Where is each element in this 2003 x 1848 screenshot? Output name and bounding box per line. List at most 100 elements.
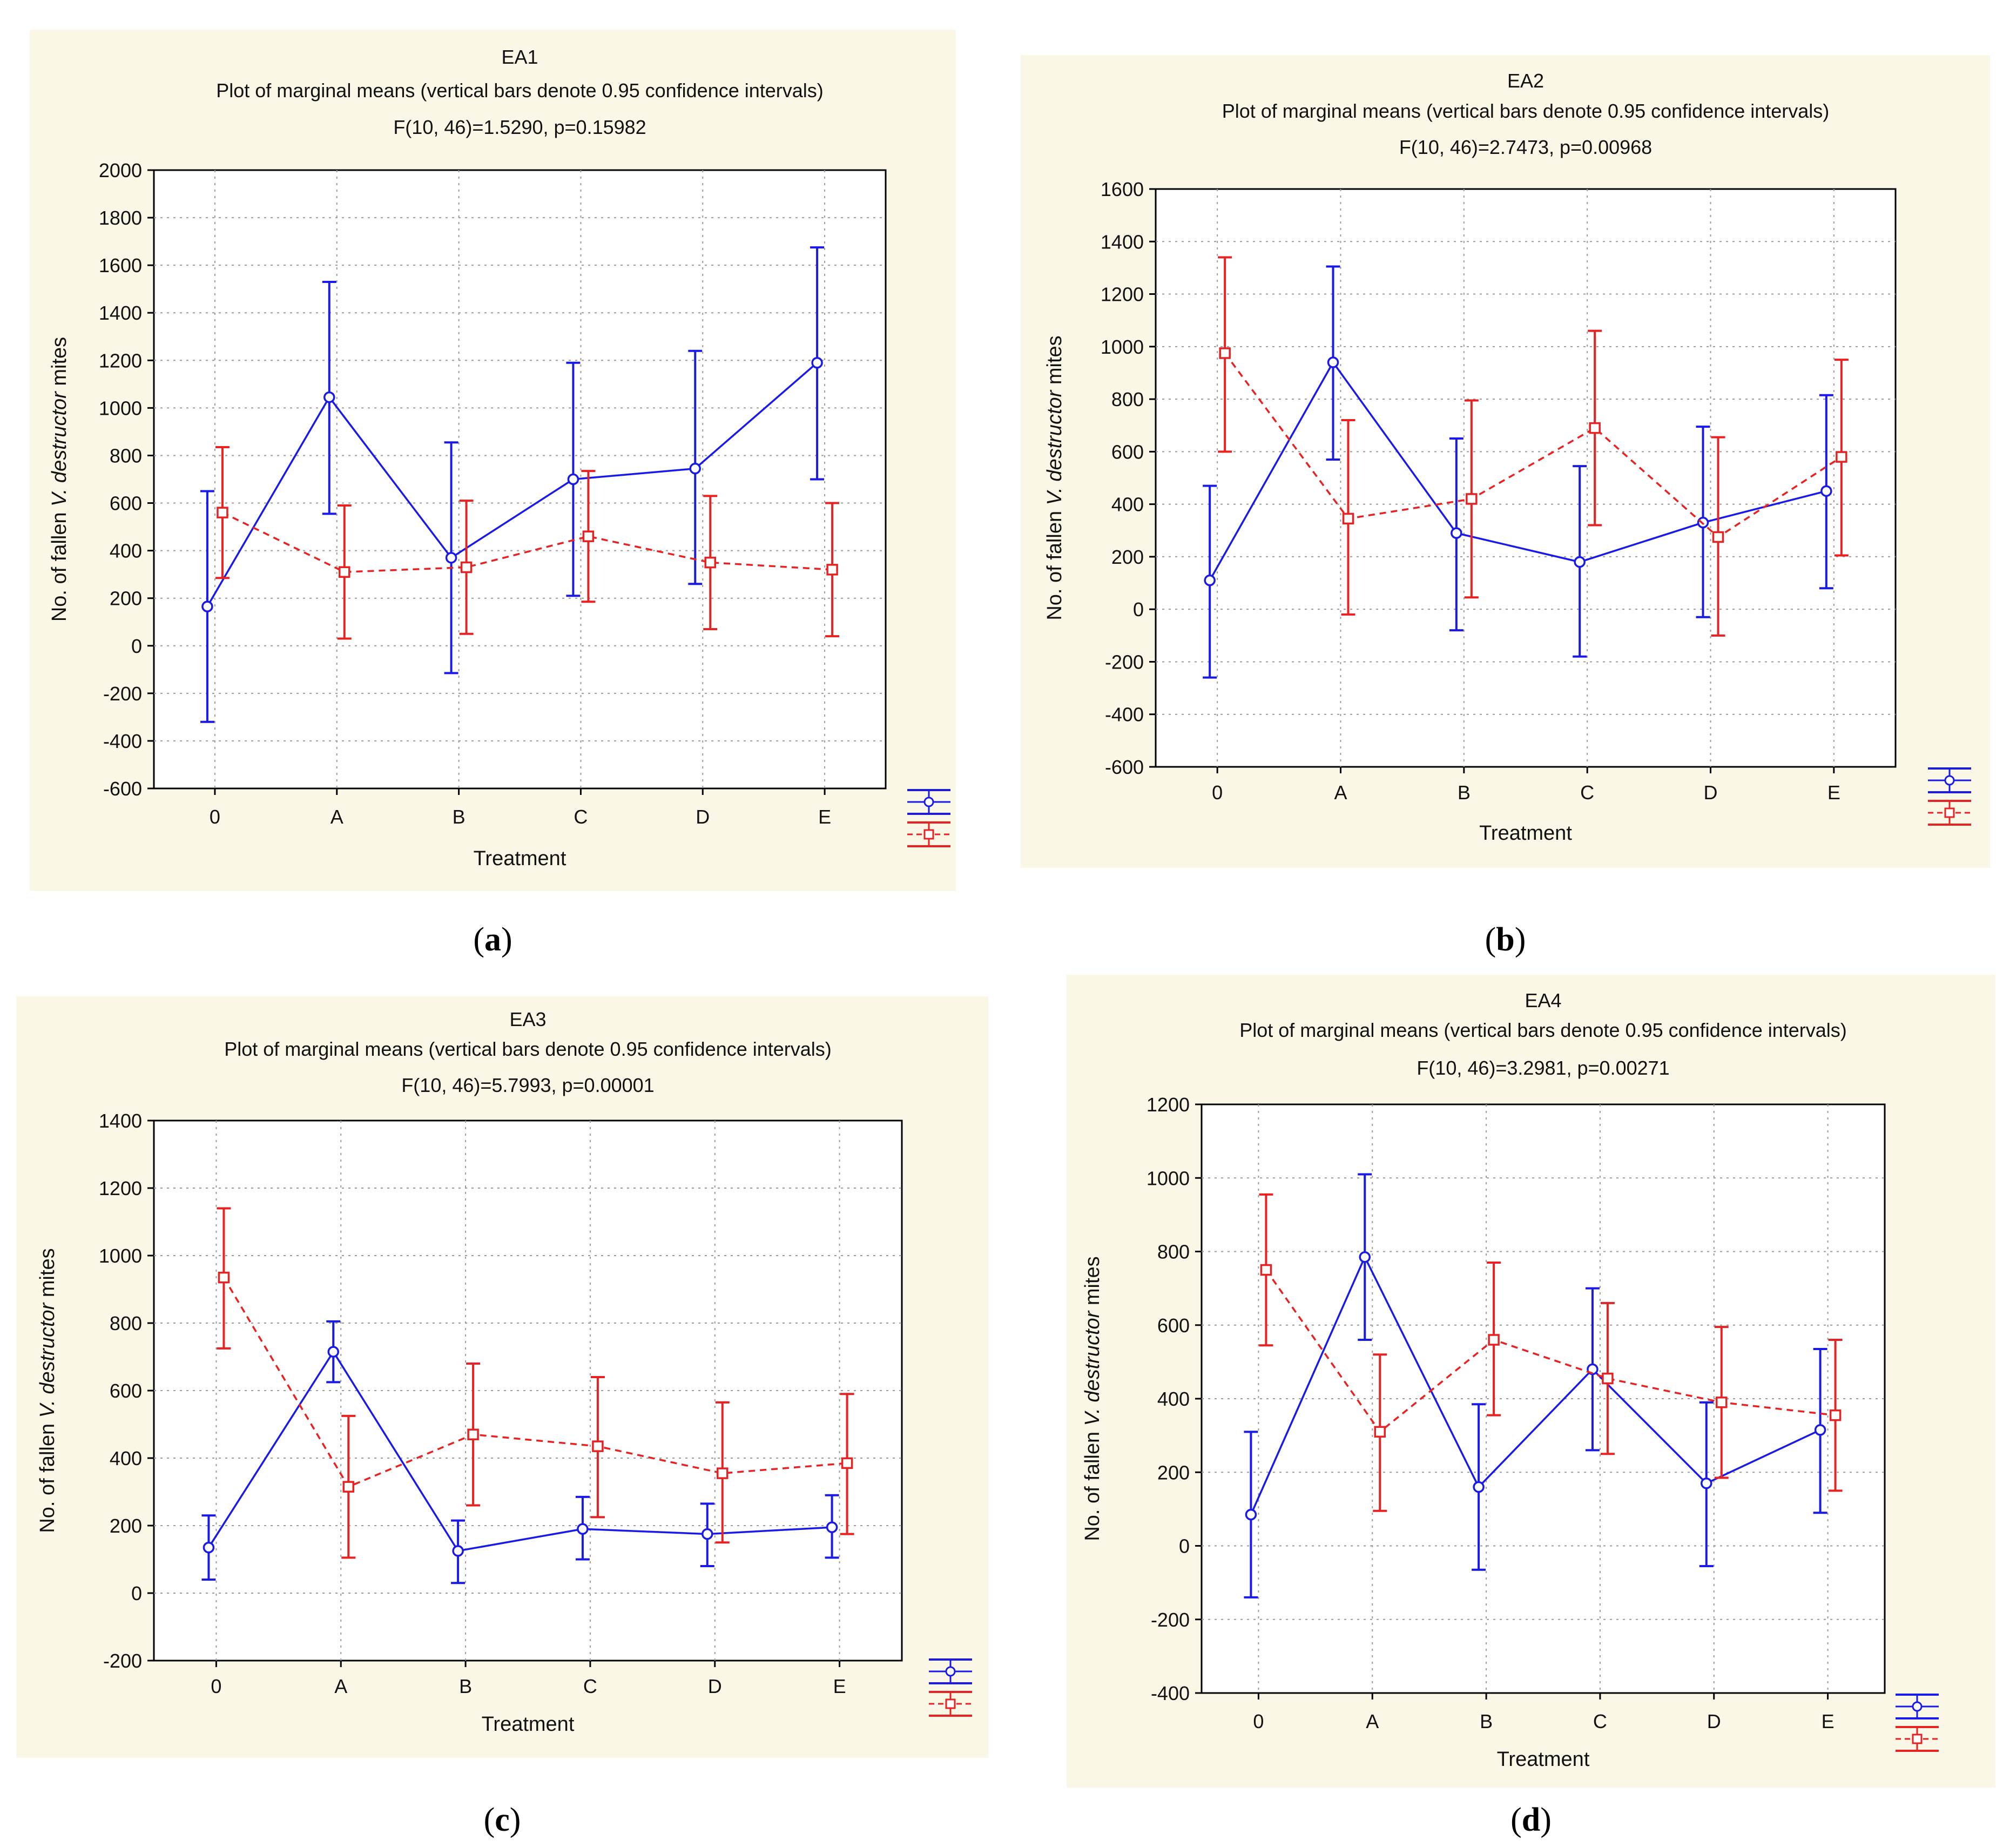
y-tick-label: 600 (1111, 441, 1144, 463)
series-line (222, 1277, 847, 1488)
x-tick-label: B (1458, 781, 1471, 804)
data-point (1219, 347, 1231, 359)
plot-area (1155, 188, 1897, 768)
y-tick-label: 0 (1133, 598, 1144, 621)
y-tick-label: 1400 (99, 302, 142, 324)
x-tick-label: B (459, 1675, 472, 1697)
y-tick-label: 200 (110, 1515, 142, 1537)
plot-area (1201, 1103, 1886, 1694)
y-axis-label: No. of fallen V. destructor mites (36, 1248, 59, 1533)
data-point (1327, 356, 1339, 368)
data-point (811, 356, 823, 369)
data-point (704, 556, 716, 569)
x-tick-label: D (1707, 1710, 1721, 1732)
series-2 (1259, 1193, 1843, 1512)
legend-marker (1944, 807, 1955, 818)
legend-symbol-series-1 (929, 1658, 972, 1684)
chart-statistic: F(10, 46)=2.7473, p=0.00968 (1399, 136, 1652, 158)
y-tick-label: 0 (1179, 1535, 1190, 1557)
chart-panel-a: EA1 Plot of marginal means (vertical bars… (30, 30, 956, 958)
x-tick-label: 0 (1212, 781, 1223, 804)
data-point (567, 473, 579, 485)
data-point (1260, 1264, 1272, 1276)
legend-symbol-series-2 (907, 821, 950, 847)
data-point (592, 1440, 604, 1452)
chart-statistic: F(10, 46)=3.2981, p=0.00271 (1417, 1057, 1669, 1079)
legend-marker (945, 1666, 956, 1677)
data-point (342, 1481, 354, 1493)
x-tick-label: E (818, 806, 831, 828)
y-tick-label: 200 (110, 588, 142, 610)
x-tick-label: 0 (1253, 1710, 1264, 1732)
data-point (203, 1541, 215, 1554)
data-point (1701, 1477, 1712, 1489)
data-point (1574, 556, 1586, 568)
data-point (1589, 422, 1601, 434)
y-tick-label: 800 (1111, 388, 1144, 410)
chart-title: EA4 (1525, 989, 1561, 1011)
y-axis-label: No. of fallen V. destructor mites (1081, 1256, 1104, 1541)
chart-panel-d: EA4 Plot of marginal means (vertical bars… (1067, 975, 1995, 1838)
y-tick-label: 1000 (99, 1245, 142, 1267)
chart-subtitle: Plot of marginal means (vertical bars de… (224, 1038, 832, 1060)
x-axis-label: Treatment (482, 1713, 575, 1736)
x-tick-label: D (696, 806, 710, 828)
y-tick-label: 400 (110, 1447, 142, 1469)
series-2 (217, 1207, 854, 1559)
y-tick-label: -400 (1105, 704, 1144, 726)
y-tick-label: -200 (103, 1650, 142, 1672)
x-tick-label: A (334, 1675, 347, 1697)
data-point (323, 391, 335, 403)
series-line (1224, 352, 1842, 538)
panel-label: (c) (484, 1802, 521, 1838)
data-point (1466, 493, 1478, 505)
plot-area (153, 169, 887, 790)
data-point (1359, 1251, 1371, 1263)
y-tick-label: 600 (1157, 1314, 1190, 1337)
y-tick-label: 1800 (99, 207, 142, 229)
y-axis-label: No. of fallen V. destructor mites (48, 337, 71, 622)
data-point (327, 1346, 339, 1358)
x-axis-label: Treatment (1497, 1748, 1590, 1771)
y-tick-label: -200 (103, 683, 142, 705)
data-point (689, 462, 701, 475)
panel-label: (d) (1510, 1802, 1552, 1838)
data-point (445, 552, 457, 564)
legend-marker (1912, 1701, 1923, 1712)
x-tick-label: C (1593, 1710, 1607, 1732)
panel-label: (a) (473, 921, 512, 958)
y-tick-label: -400 (1151, 1682, 1190, 1704)
y-tick-label: 1600 (99, 254, 142, 276)
y-tick-label: 600 (110, 1380, 142, 1402)
panel-label: (b) (1485, 921, 1526, 958)
x-tick-label: C (1580, 781, 1594, 804)
series-line (1209, 360, 1827, 581)
series-line (1250, 1255, 1821, 1515)
chart-title: EA2 (1507, 70, 1544, 92)
y-tick-label: 1200 (99, 349, 142, 372)
y-tick-label: 400 (110, 540, 142, 562)
data-point (1814, 1424, 1826, 1436)
series-line (206, 362, 818, 607)
y-tick-label: 600 (110, 493, 142, 515)
x-tick-label: E (1822, 1710, 1835, 1732)
data-point (1712, 531, 1724, 543)
y-tick-label: 800 (1157, 1241, 1190, 1263)
y-tick-label: 1400 (1101, 231, 1144, 253)
series-line (207, 1350, 832, 1552)
data-point (1245, 1508, 1257, 1521)
data-point (1342, 512, 1354, 525)
y-tick-label: 1200 (1147, 1094, 1190, 1116)
x-tick-label: E (833, 1675, 846, 1697)
x-tick-label: B (1480, 1710, 1493, 1732)
x-tick-label: E (1827, 781, 1840, 804)
x-tick-label: A (331, 806, 343, 828)
legend-marker (923, 829, 934, 840)
data-point (577, 1523, 589, 1535)
chart-subtitle: Plot of marginal means (vertical bars de… (1222, 100, 1830, 122)
y-tick-label: 1400 (99, 1110, 142, 1132)
series-line (222, 511, 833, 574)
chart-panel-b: EA2 Plot of marginal means (vertical bars… (1021, 55, 1990, 958)
x-tick-label: C (583, 1675, 597, 1697)
